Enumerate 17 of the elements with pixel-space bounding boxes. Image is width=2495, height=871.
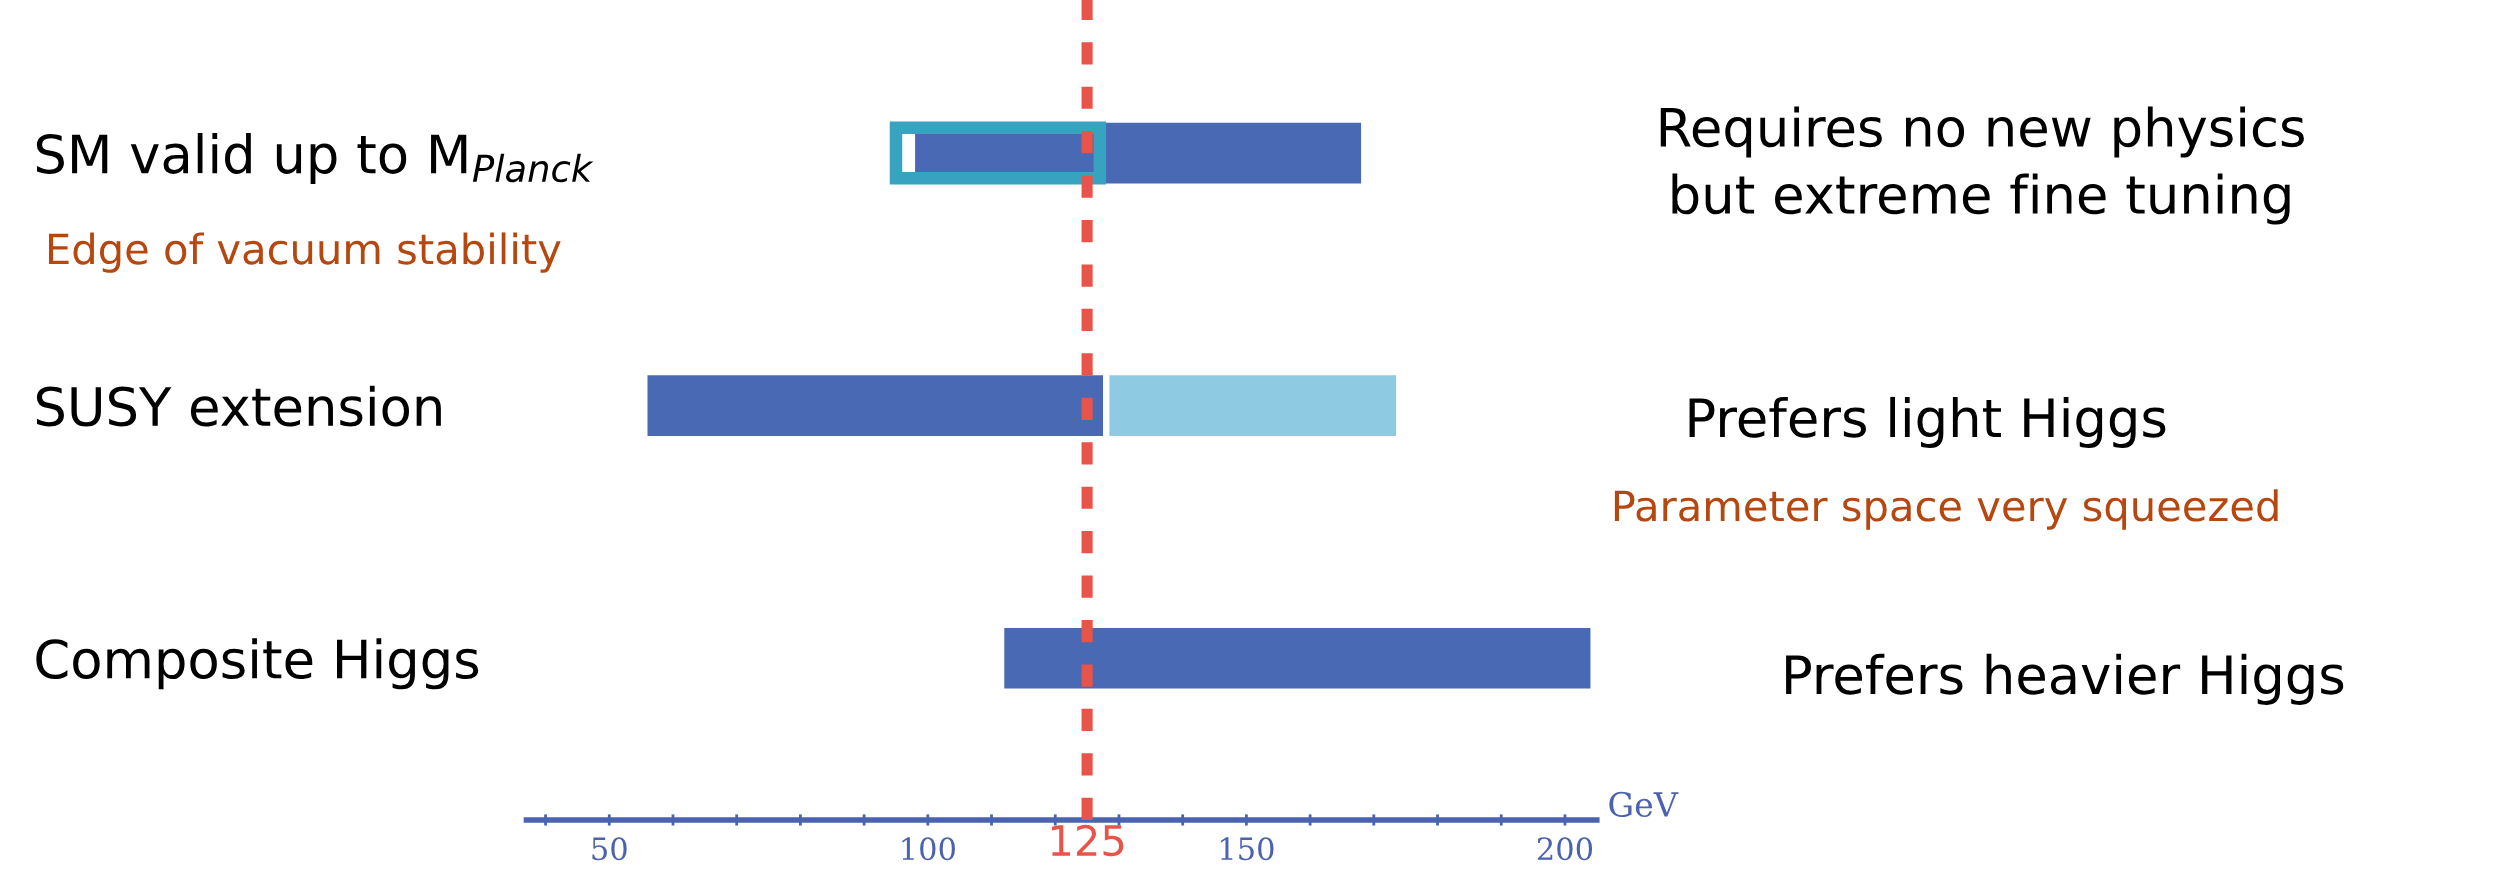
text: Requires no new physics but extreme fine tuning bbox=[1660, 106, 2304, 225]
y-tick-label: Composite Higgs bbox=[36, 638, 479, 690]
text: Prefers light Higgs bbox=[1689, 396, 2166, 448]
text: Prefers heavier Higgs bbox=[1786, 653, 2344, 705]
annotation: Edge of vacuum stability bbox=[49, 232, 561, 273]
x-tick-label: 150 bbox=[1220, 837, 1274, 861]
bar bbox=[1109, 375, 1397, 436]
x-tick-label: 50 bbox=[592, 837, 627, 861]
bar bbox=[647, 375, 1104, 436]
y-tick-label: SUSY extension bbox=[36, 385, 441, 427]
ref-line-label: 125 bbox=[1051, 824, 1124, 857]
text: Parameter space very squeezed bbox=[1614, 489, 2278, 530]
bar bbox=[1004, 627, 1591, 689]
x-tick-label: 200 bbox=[1537, 837, 1593, 861]
x-tick-label: 100 bbox=[902, 837, 955, 861]
x-axis-title: GeV bbox=[1609, 791, 1679, 818]
y-tick-label: SM valid up to M$_{Planck}$ bbox=[36, 133, 594, 185]
